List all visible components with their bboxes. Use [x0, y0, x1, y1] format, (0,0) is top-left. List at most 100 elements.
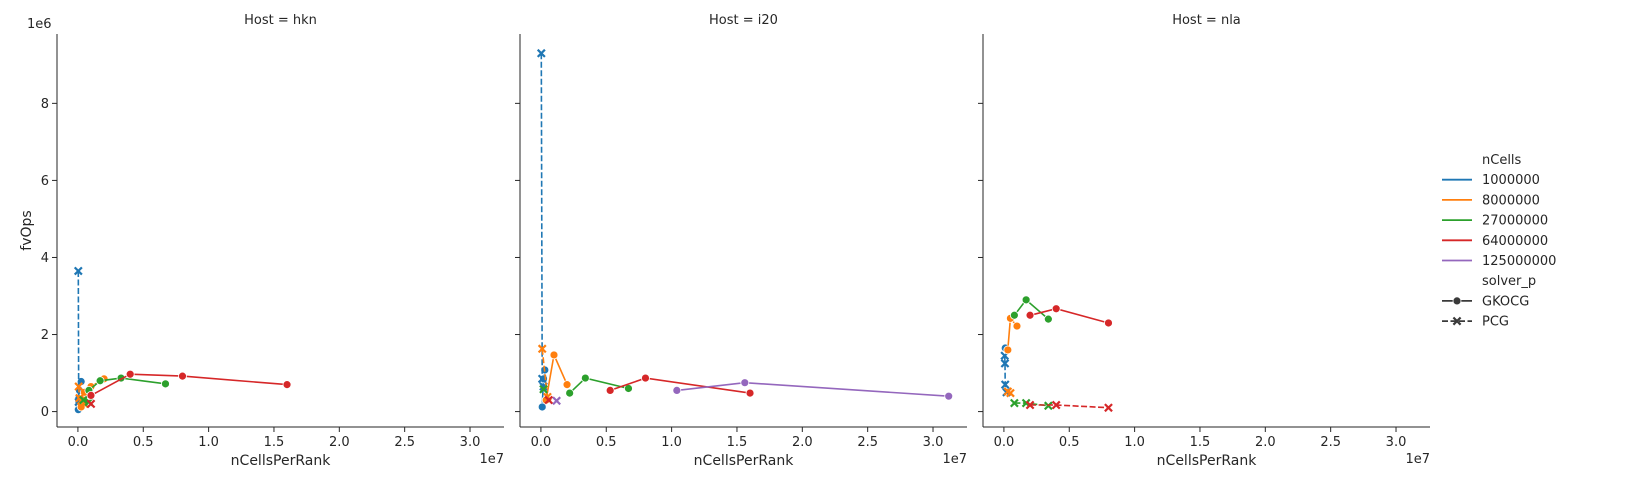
facet-title: Host = nla: [1172, 13, 1241, 28]
x-tick-label: 1.0: [1124, 435, 1145, 450]
legend-entry-27000000: 27000000: [1442, 214, 1548, 229]
series-line: [90, 373, 288, 397]
data-point: [565, 388, 575, 398]
series-27000000-PCG: [539, 384, 548, 394]
series-line: [569, 377, 629, 394]
x-offset-label: 1e7: [479, 452, 504, 467]
series-64000000-PCG: [86, 399, 96, 409]
facet-panel-3: Host = nla 0.0 0.5 1.0 1.5 2.0 2.5 3.0 nCellsPer…: [978, 13, 1430, 469]
series-line: [676, 381, 949, 397]
data-point: [125, 369, 135, 379]
series-27000000-GKOCG: [565, 373, 633, 398]
data-point: [1009, 310, 1019, 320]
y-offset-label: 1e6: [27, 17, 52, 32]
data-point: [282, 380, 292, 390]
legend-label: GKOCG: [1482, 294, 1529, 309]
x-tick-label: 2.5: [394, 435, 415, 450]
y-tick-label: 8: [41, 97, 49, 112]
data-point: [1000, 359, 1010, 368]
x-tick-label: 2.0: [1255, 435, 1276, 450]
series-64000000-GKOCG: [605, 373, 755, 398]
facet-title: Host = i20: [709, 13, 778, 28]
data-point: [95, 376, 105, 386]
x-tick-label: 2.0: [792, 435, 813, 450]
data-point: [1043, 401, 1053, 411]
data-point: [1006, 388, 1015, 398]
x-offset-label: 1e7: [1405, 452, 1430, 467]
legend-label: 1000000: [1482, 173, 1540, 188]
x-tick-label: 1.5: [727, 435, 748, 450]
data-point: [178, 371, 187, 381]
x-tick-label: 0.0: [531, 435, 552, 450]
data-point: [1051, 400, 1061, 410]
x-offset-label: 1e7: [942, 452, 967, 467]
data-point: [580, 373, 590, 383]
legend-label: PCG: [1482, 315, 1509, 330]
x-tick-label: 3.0: [1386, 435, 1407, 450]
x-tick-label: 3.0: [460, 435, 481, 450]
data-point: [1104, 403, 1113, 413]
data-point: [1021, 295, 1031, 305]
y-axis-label: fvOps: [19, 210, 35, 250]
series-125000000-PCG: [552, 396, 561, 406]
data-point: [1009, 398, 1019, 408]
legend-style-title: solver_p: [1482, 274, 1536, 289]
series-1000000-PCG: [536, 48, 548, 391]
x-tick-label: 2.5: [857, 435, 878, 450]
x-tick-label: 1.0: [198, 435, 219, 450]
series-line: [540, 53, 545, 387]
y-tick-label: 6: [41, 174, 49, 189]
x-axis-label: nCellsPerRank: [1157, 453, 1258, 469]
data-point: [86, 391, 96, 400]
x-tick-label: 0.5: [1059, 435, 1080, 450]
y-tick-label: 2: [41, 328, 49, 343]
legend-entry-PCG: PCG: [1442, 315, 1509, 330]
data-point: [544, 395, 554, 405]
x-tick-label: 1.5: [264, 435, 285, 450]
legend-label: 125000000: [1482, 254, 1556, 269]
legend-entry-1000000: 1000000: [1442, 173, 1540, 188]
data-point: [1025, 310, 1035, 320]
series-line: [88, 377, 166, 392]
x-tick-label: 0.5: [133, 435, 154, 450]
legend-hue-title: nCells: [1482, 153, 1522, 168]
data-point: [562, 380, 572, 390]
x-tick-label: 0.0: [994, 435, 1015, 450]
legend: nCells 1000000 8000000 27000000 64000000 1250…: [1442, 153, 1556, 330]
x-tick-label: 2.0: [329, 435, 350, 450]
y-tick-label: 4: [41, 251, 49, 266]
data-point: [73, 266, 83, 276]
legend-marker: [1452, 296, 1462, 306]
legend-label: 27000000: [1482, 214, 1548, 229]
series-line: [1029, 307, 1109, 324]
series-64000000-PCG: [544, 395, 554, 405]
series-8000000-GKOCG: [1003, 313, 1022, 355]
series-125000000-GKOCG: [672, 378, 954, 401]
data-point: [79, 395, 88, 405]
legend-label: 8000000: [1482, 193, 1540, 208]
series-line: [1030, 404, 1109, 409]
data-point: [745, 388, 755, 398]
series-64000000-GKOCG: [1025, 304, 1113, 328]
data-point: [1104, 318, 1113, 328]
data-point: [641, 373, 650, 383]
x-tick-label: 0.5: [596, 435, 617, 450]
x-tick-label: 2.5: [1320, 435, 1341, 450]
legend-entry-8000000: 8000000: [1442, 193, 1540, 208]
data-point: [1051, 304, 1061, 314]
series-64000000-PCG: [1025, 400, 1113, 413]
series-64000000-GKOCG: [86, 369, 292, 400]
data-point: [549, 350, 559, 360]
data-point: [1012, 321, 1022, 331]
x-axis-label: nCellsPerRank: [694, 453, 795, 469]
x-tick-label: 1.5: [1190, 435, 1211, 450]
legend-entry-125000000: 125000000: [1442, 254, 1556, 269]
legend-marker: [1452, 316, 1462, 326]
x-tick-label: 1.0: [661, 435, 682, 450]
data-point: [1043, 314, 1053, 324]
data-point: [537, 344, 547, 354]
y-tick-label: 0: [41, 405, 49, 420]
data-point: [161, 379, 170, 389]
data-point: [1003, 345, 1013, 355]
